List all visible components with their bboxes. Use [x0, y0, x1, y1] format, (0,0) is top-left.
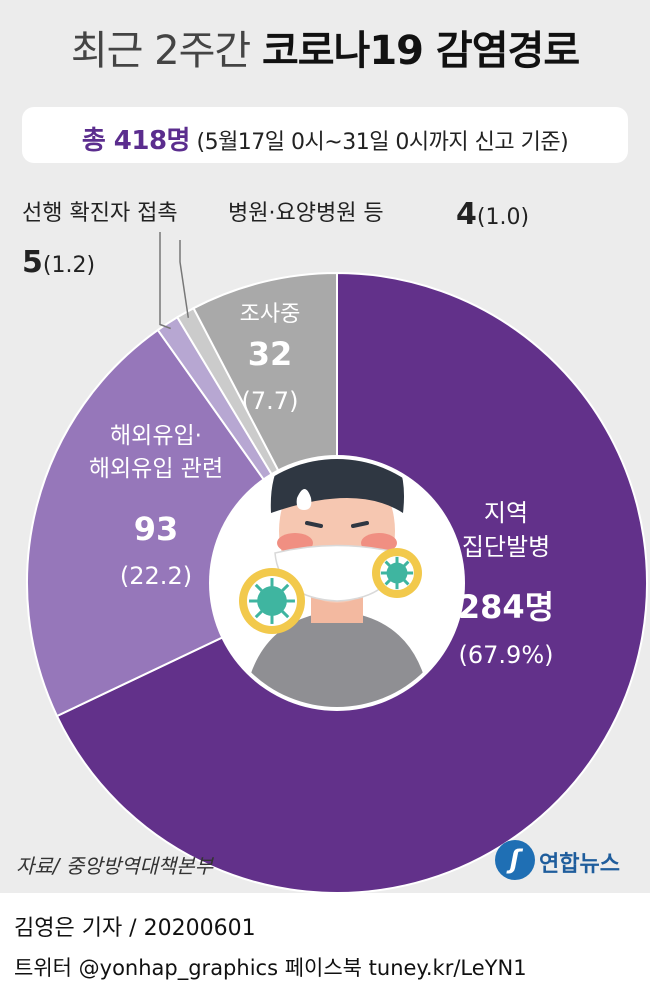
total-note: (5월17일 0시~31일 0시까지 신고 기준)	[196, 130, 569, 155]
label-overseas-line2: 해외유입 관련	[89, 456, 223, 482]
value-hospital: 4(1.0)	[456, 197, 529, 232]
label-contact: 선행 확진자 접촉	[22, 201, 178, 226]
value-local: 284명	[458, 588, 554, 626]
masked-person-icon	[242, 459, 432, 707]
leader-line-hospital	[179, 240, 190, 318]
leader-line-contact	[159, 232, 171, 330]
label-investigating: 조사중	[240, 302, 301, 327]
percent-overseas: (22.2)	[120, 562, 192, 590]
label-overseas-line1: 해외유입·	[110, 423, 202, 449]
total-summary-box: 총 418명 (5월17일 0시~31일 0시까지 신고 기준)	[22, 107, 628, 163]
reporter-credit: 김영은 기자 / 20200601	[14, 916, 256, 941]
source-note: 자료/ 중앙방역대책본부	[16, 854, 214, 878]
percent-local: (67.9%)	[459, 641, 554, 669]
virus-icon-right	[372, 548, 422, 598]
social-links: 트위터 @yonhap_graphics 페이스북 tuney.kr/LeYN1	[14, 956, 527, 980]
total-count: 총 418명	[81, 126, 191, 156]
value-contact: 5(1.2)	[22, 245, 95, 280]
label-hospital: 병원·요양병원 등	[228, 201, 384, 226]
title-main: 코로나19 감염경로	[261, 28, 580, 74]
total-summary-text: 총 418명 (5월17일 0시~31일 0시까지 신고 기준)	[22, 120, 628, 157]
title-period: 최근 2주간	[70, 28, 251, 74]
page-title: 최근 2주간 코로나19 감염경로	[0, 18, 650, 76]
label-local-line1: 지역	[484, 499, 528, 527]
virus-icon-left	[239, 568, 305, 634]
yonhap-logo-text: 연합뉴스	[539, 852, 620, 877]
yonhap-logo-icon: ʃ	[495, 840, 535, 880]
label-local-line2: 집단발병	[462, 533, 550, 561]
percent-investigating: (7.7)	[242, 387, 299, 415]
value-overseas: 93	[134, 510, 179, 548]
value-investigating: 32	[248, 335, 293, 373]
